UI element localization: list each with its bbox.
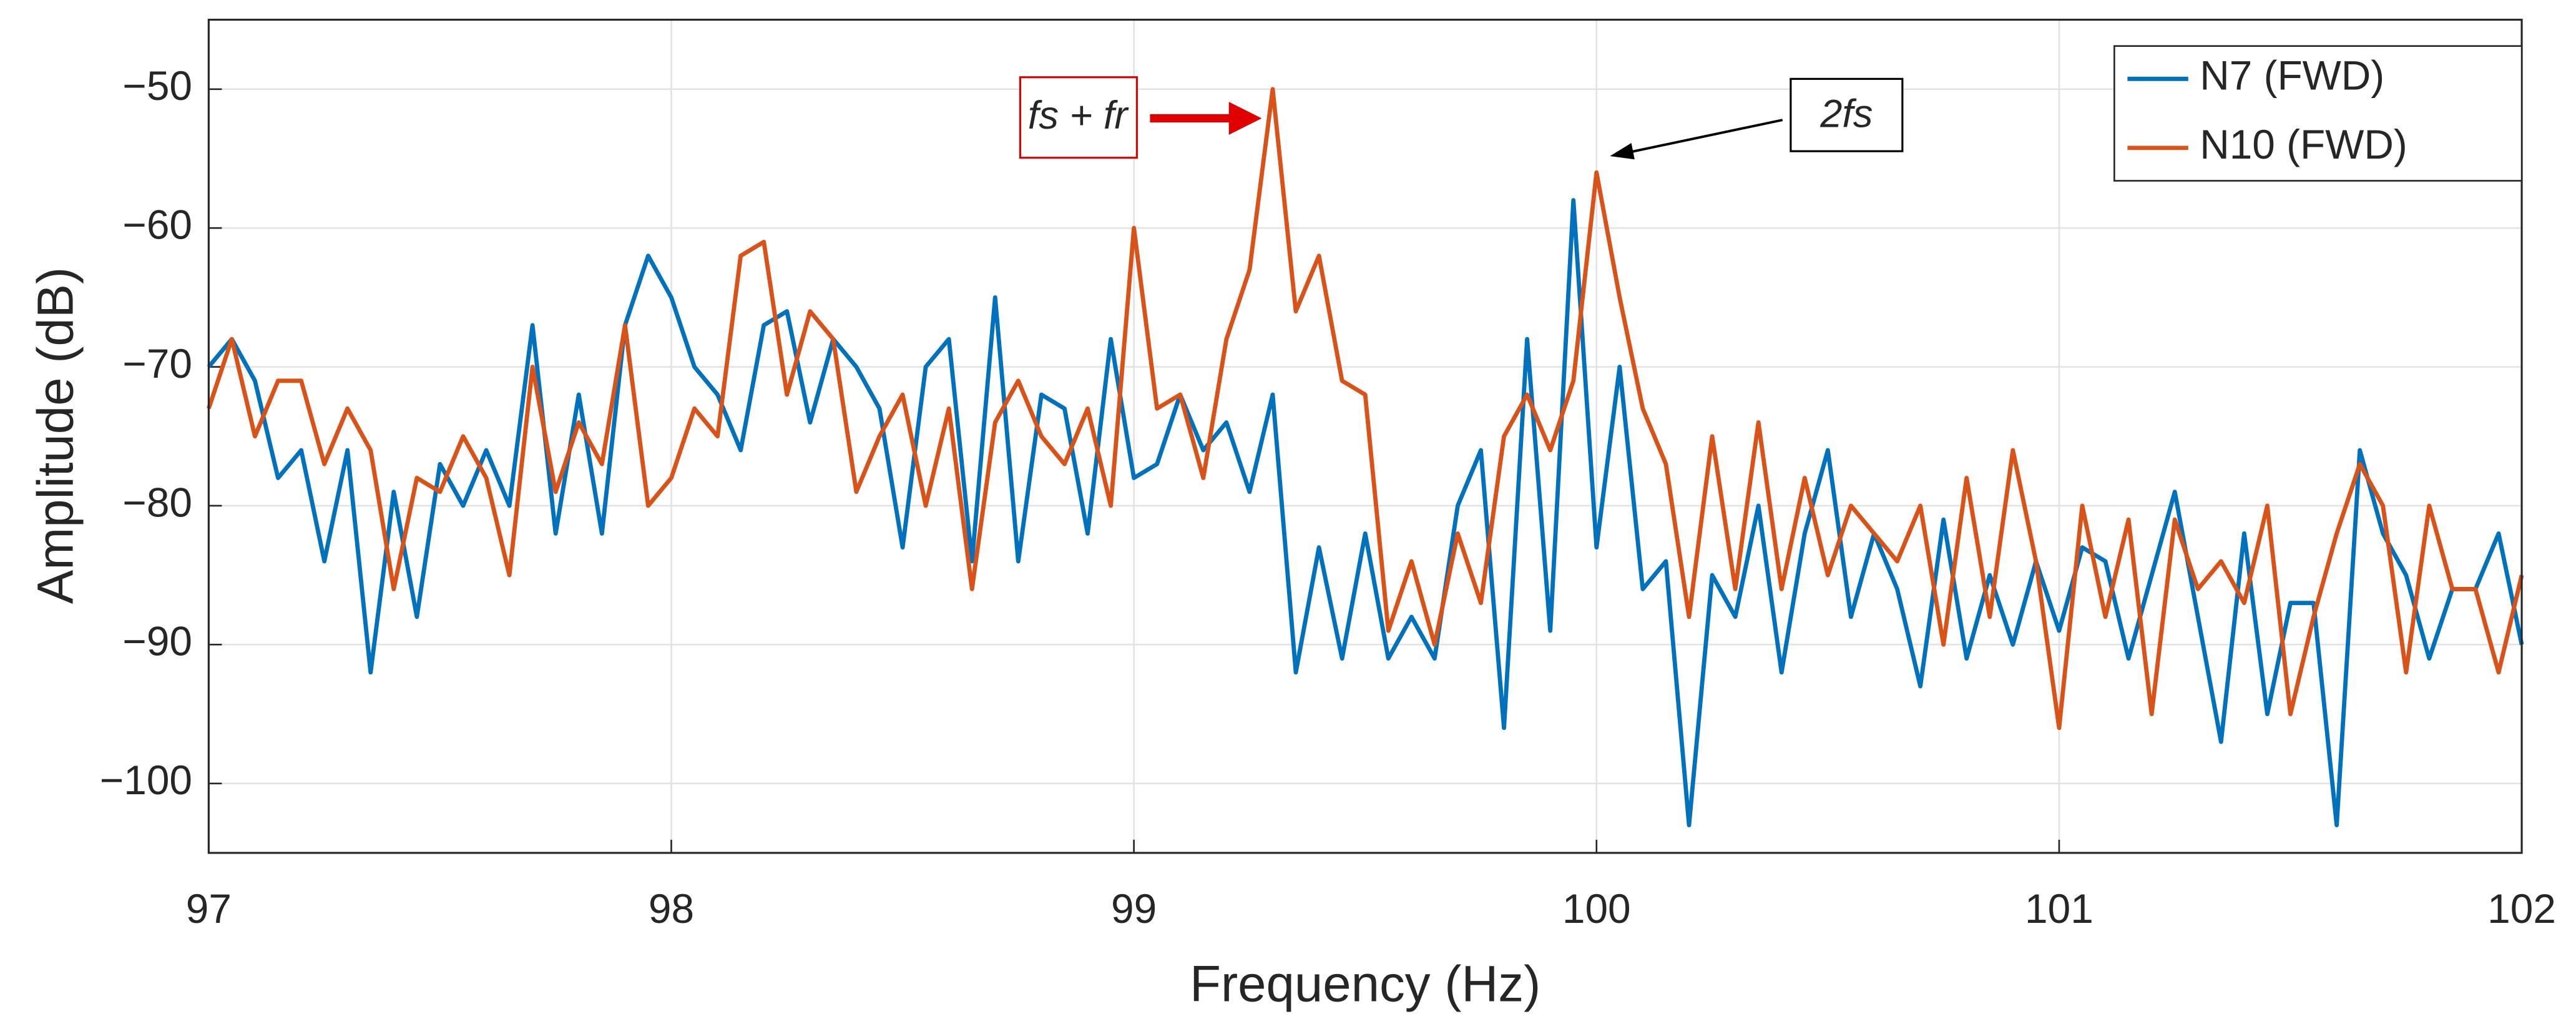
annotation-text: 2fs	[1819, 92, 1873, 136]
y-axis-label: Amplitude (dB)	[27, 267, 84, 604]
y-tick-label: −50	[122, 62, 192, 109]
axes-box	[207, 19, 2523, 854]
y-tick-label: −70	[122, 340, 192, 387]
arrow-head	[1228, 102, 1262, 135]
y-tick-label: −80	[122, 479, 192, 525]
legend-label: N10 (FWD)	[2200, 121, 2407, 167]
x-tick-label: 98	[649, 885, 694, 932]
x-tick-label: 99	[1111, 885, 1157, 932]
x-tick-label: 101	[2025, 885, 2094, 932]
series-line	[207, 198, 2524, 827]
legend-label: N7 (FWD)	[2200, 52, 2384, 99]
y-tick-label: −60	[122, 202, 192, 248]
annotation-box	[1019, 76, 1138, 159]
annotation-box	[1790, 77, 1904, 152]
annotation-arrow	[1626, 119, 1783, 154]
x-axis-label: Frequency (Hz)	[1190, 955, 1540, 1012]
x-tick-label: 102	[2487, 885, 2556, 932]
series-line	[207, 87, 2524, 731]
x-tick-label: 100	[1562, 885, 1631, 932]
x-tick-label: 97	[186, 885, 232, 932]
annotation-text: fs + fr	[1028, 94, 1130, 137]
y-tick-label: −90	[122, 618, 192, 664]
y-tick-label: −100	[100, 757, 192, 803]
arrow-head	[1610, 142, 1635, 160]
legend-box	[2113, 45, 2523, 182]
